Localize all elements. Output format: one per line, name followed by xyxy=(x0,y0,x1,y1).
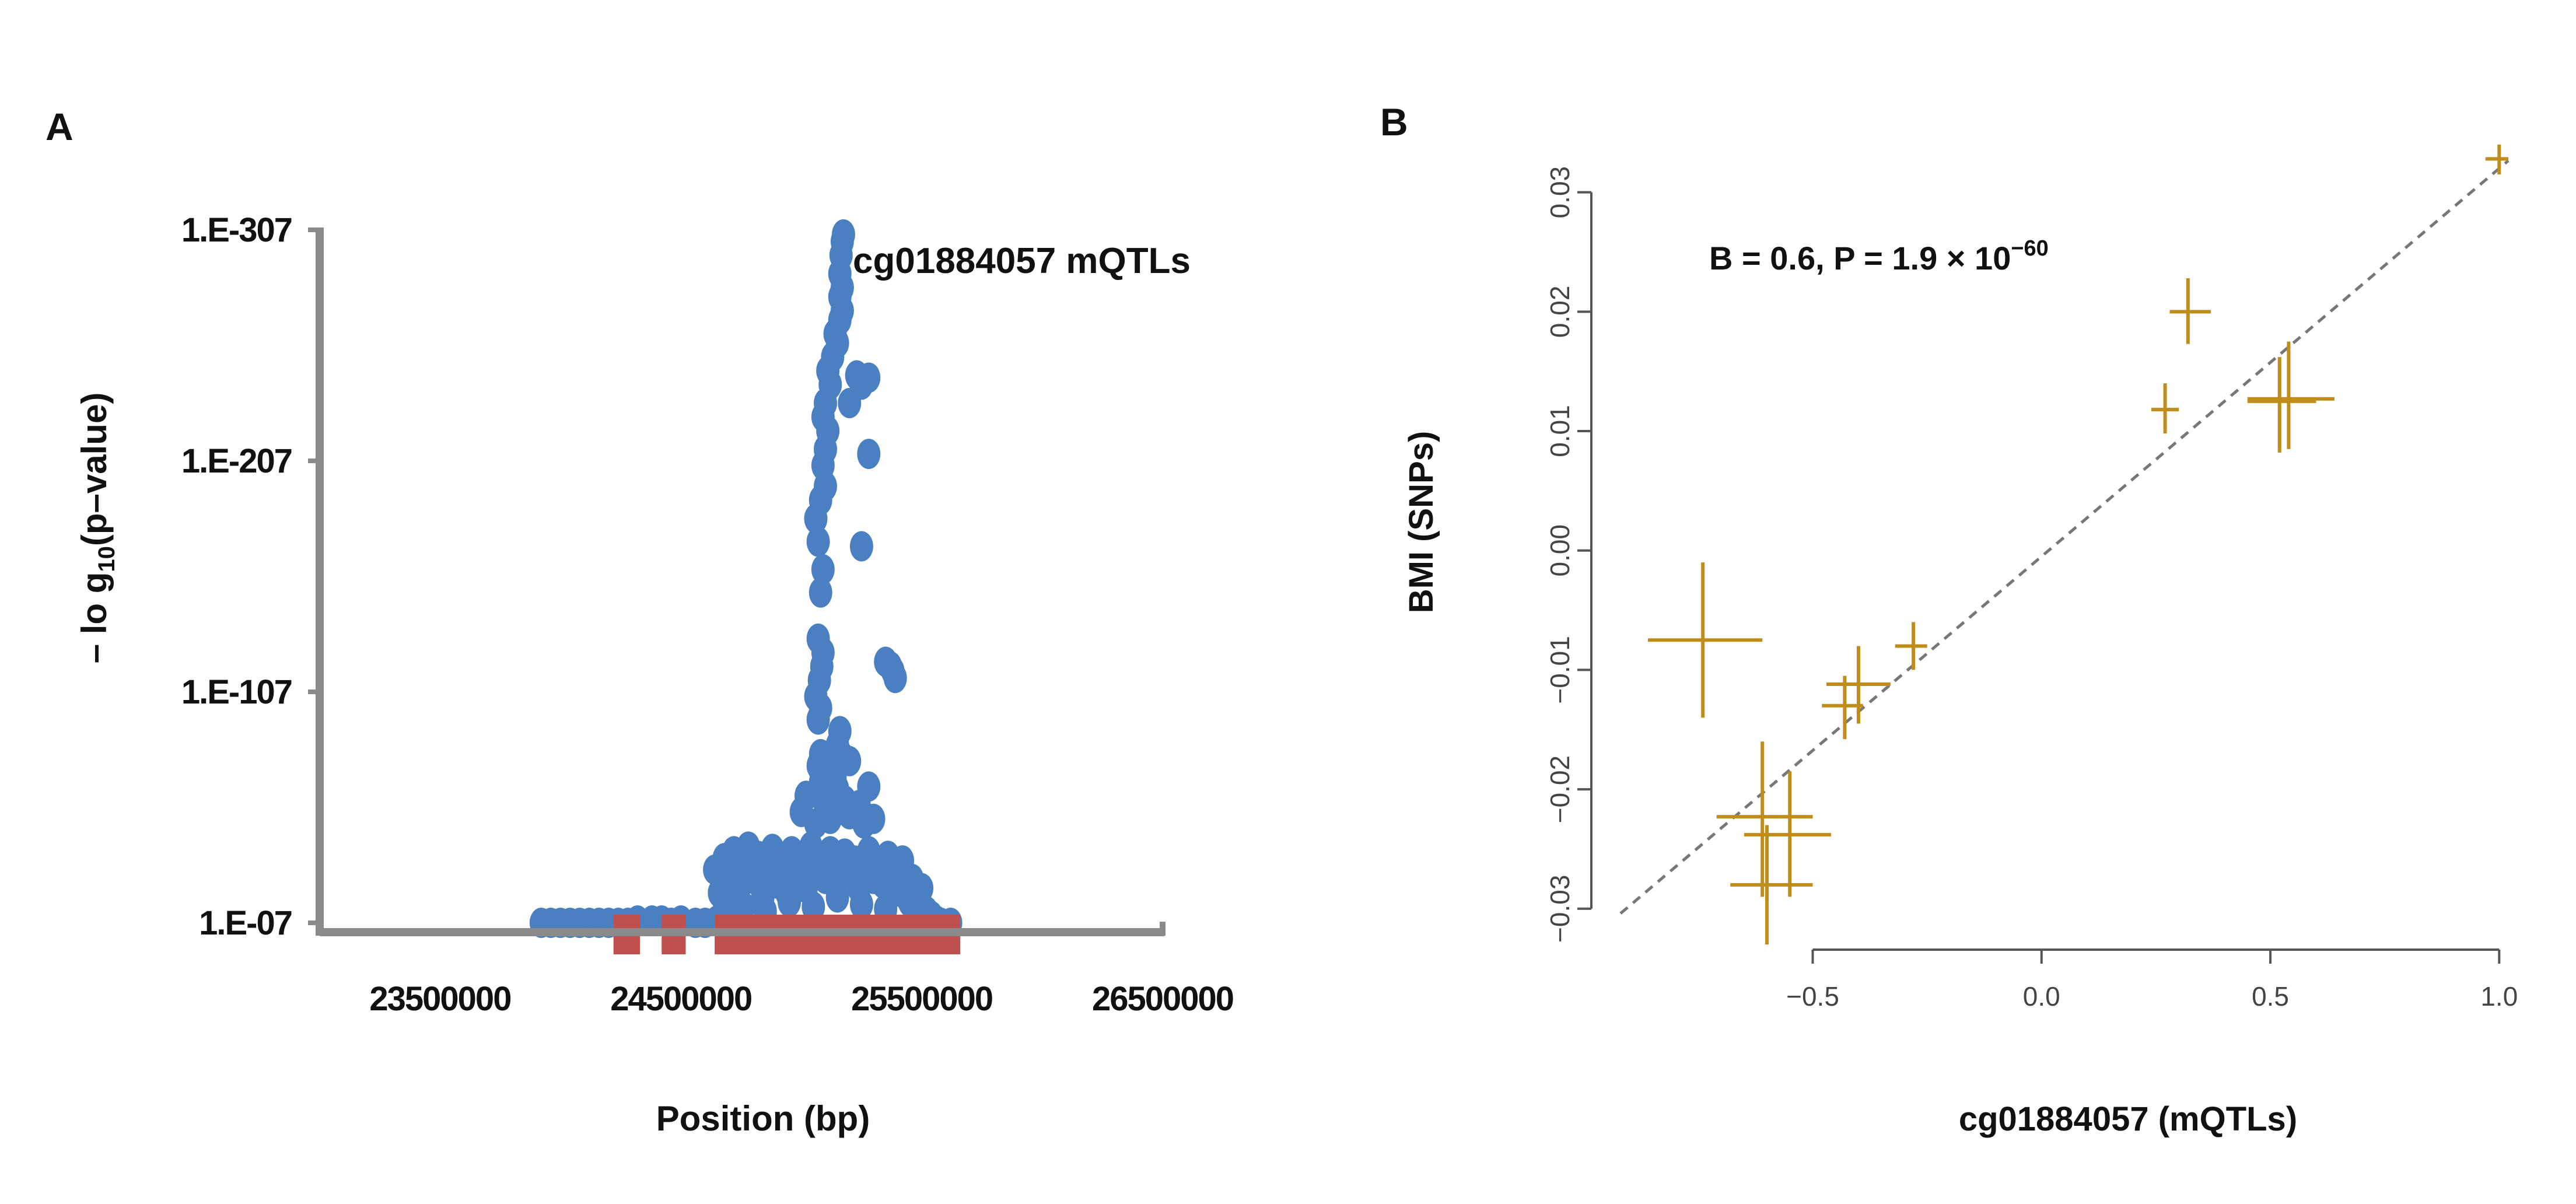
panel-a-title: cg01884057 mQTLs xyxy=(853,241,1191,281)
y-tick-label: 0.01 xyxy=(1545,405,1575,457)
y-tick-label: 1.E-07 xyxy=(199,904,292,942)
mr-cross xyxy=(1730,825,1813,945)
mqtl-point xyxy=(825,882,849,913)
panel-a-x-label: Position (bp) xyxy=(656,1099,870,1138)
y-tick-label: 0.02 xyxy=(1545,286,1575,338)
mqtl-point xyxy=(862,803,886,834)
mqtl-point xyxy=(825,774,849,804)
y-tick-label: 1.E-307 xyxy=(181,211,292,249)
panel-a-manhattan-plot: A 1.E-07 1.E-107 1.E-207 1.E-307 23500000 24… xyxy=(46,105,1234,1138)
panel-b-annotation-main: B = 0.6, P = 1.9 × 10 xyxy=(1709,240,2011,276)
x-tick-label: −0.5 xyxy=(1786,981,1839,1012)
y-tick-label: 1.E-107 xyxy=(181,673,292,711)
mqtl-point xyxy=(857,771,881,802)
mr-cross xyxy=(1895,622,1927,670)
panel-b-y-label: BMI (SNPs) xyxy=(1402,431,1440,614)
panel-b-x-axis: −0.5 0.0 0.5 1.0 xyxy=(1786,949,2518,1012)
mqtl-point xyxy=(857,362,881,393)
mqtl-point xyxy=(802,891,825,922)
mqtl-point xyxy=(857,439,881,470)
x-tick-label: 0.0 xyxy=(2023,981,2060,1012)
mqtl-point xyxy=(898,887,922,918)
mqtl-point xyxy=(778,887,802,918)
mr-cross xyxy=(2247,357,2316,453)
panel-a-y-label: – lo g10(p–value) xyxy=(75,393,120,664)
x-tick-label: 25500000 xyxy=(851,980,992,1018)
x-tick-label: 23500000 xyxy=(369,980,510,1018)
mr-cross xyxy=(2247,341,2334,449)
y-tick-label: 0.00 xyxy=(1545,524,1575,577)
mqtl-point xyxy=(849,531,873,562)
mr-cross xyxy=(1716,741,1813,897)
mqtl-point xyxy=(806,526,830,557)
mqtl-point xyxy=(811,554,835,585)
panel-b-y-axis: −0.03 −0.02 −0.01 0.00 0.01 0.02 0.03 xyxy=(1545,166,1592,943)
panel-b-annotation: B = 0.6, P = 1.9 × 10−60 xyxy=(1709,236,2049,276)
panel-a-y-label-sub: 10 xyxy=(94,546,120,572)
mr-cross xyxy=(1744,771,1831,897)
y-tick-label: −0.02 xyxy=(1545,755,1575,823)
mr-cross xyxy=(2151,383,2179,434)
mqtl-point xyxy=(712,887,736,918)
mr-cross xyxy=(1822,676,1863,740)
mr-cross xyxy=(1826,646,1891,724)
panel-b-annotation-exponent: −60 xyxy=(2011,236,2048,261)
panel-a-y-label-main: – lo g xyxy=(75,572,114,664)
mqtl-point xyxy=(831,219,855,250)
x-tick-label: 1.0 xyxy=(2480,981,2518,1012)
x-tick-label: 26500000 xyxy=(1092,980,1233,1018)
y-tick-label: −0.03 xyxy=(1545,875,1575,943)
panel-b-points xyxy=(1648,144,2508,945)
y-tick-label: −0.01 xyxy=(1545,636,1575,704)
panel-b-x-label: cg01884057 (mQTLs) xyxy=(1959,1100,2297,1138)
x-tick-label: 24500000 xyxy=(610,980,751,1018)
panel-b-fit-line xyxy=(1619,159,2510,915)
panel-b-letter: B xyxy=(1380,100,1408,144)
panel-a-y-label-tail: (p–value) xyxy=(75,393,114,546)
mqtl-point xyxy=(883,663,907,694)
mqtl-point xyxy=(732,891,755,922)
mqtl-point xyxy=(808,577,832,608)
mqtl-point xyxy=(806,623,830,654)
mqtl-point xyxy=(849,889,873,920)
panel-a-x-ticks: 23500000 24500000 25500000 26500000 xyxy=(369,980,1234,1018)
panel-b-mr-plot: B −0.5 0.0 0.5 1.0 −0.03 −0.02 −0.01 0.00 0.01 0… xyxy=(1380,100,2518,1138)
mqtl-point xyxy=(825,730,849,761)
mr-cross xyxy=(2169,278,2211,344)
mr-cross xyxy=(1648,562,1763,718)
panel-a-y-ticks: 1.E-07 1.E-107 1.E-207 1.E-307 xyxy=(181,211,320,942)
mr-cross xyxy=(2485,144,2508,174)
panel-a-letter: A xyxy=(46,105,74,148)
x-tick-label: 0.5 xyxy=(2252,981,2289,1012)
y-tick-label: 1.E-207 xyxy=(181,442,292,480)
y-tick-label: 0.03 xyxy=(1545,166,1575,219)
